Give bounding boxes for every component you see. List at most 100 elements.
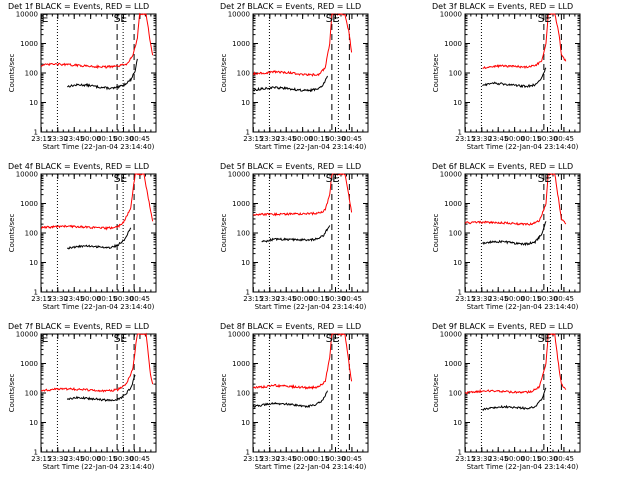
flag-marker-e: E — [120, 332, 127, 345]
y-tick-label: 10000 — [228, 11, 250, 19]
y-tick-label: 10000 — [440, 171, 462, 179]
detector-panel-1: Det 1f BLACK = Events, RED = LLD 1 10 100 10… — [8, 2, 157, 151]
flag-marker-e: E — [332, 332, 339, 345]
flag-marker-e: E — [42, 12, 49, 25]
y-tick-label: 1 — [246, 129, 250, 137]
y-tick-label: 10000 — [16, 171, 38, 179]
y-tick-label: 10000 — [440, 331, 462, 339]
y-tick-label: 10000 — [16, 331, 38, 339]
x-tick-label: 00:00 — [81, 455, 101, 463]
x-tick-label: 23:45 — [64, 135, 84, 143]
x-tick-label: 23:30 — [48, 135, 68, 143]
y-tick-label: 1 — [246, 449, 250, 457]
y-tick-label: 1000 — [444, 200, 462, 208]
x-tick-label: 23:15 — [243, 135, 263, 143]
x-tick-label: 00:00 — [81, 135, 101, 143]
x-axis-label: Start Time (22-Jan-04 23:14:40) — [43, 463, 155, 471]
x-tick-label: 00:45 — [342, 455, 362, 463]
detector-panel-6: Det 6f BLACK = Events, RED = LLD 1 10 100 10… — [432, 162, 581, 311]
x-tick-label: 23:45 — [488, 135, 508, 143]
events-series-line — [261, 225, 331, 243]
flag-marker-s: S — [114, 172, 121, 185]
x-tick-label: 23:15 — [455, 135, 475, 143]
events-series-line — [66, 227, 132, 250]
x-tick-label: 00:00 — [505, 295, 525, 303]
flag-marker-e: E — [120, 12, 127, 25]
y-tick-label: 10 — [241, 259, 250, 267]
y-tick-label: 100 — [25, 390, 38, 398]
x-tick-label: 00:15 — [309, 455, 329, 463]
x-axis-label: Start Time (22-Jan-04 23:14:40) — [467, 143, 579, 151]
y-axis-label: Counts/sec — [432, 54, 440, 93]
x-tick-label: 23:15 — [455, 455, 475, 463]
x-tick-label: 00:45 — [554, 295, 574, 303]
x-tick-label: 23:15 — [455, 295, 475, 303]
y-tick-label: 100 — [237, 70, 250, 78]
panel-title: Det 2f BLACK = Events, RED = LLD — [220, 2, 361, 11]
x-tick-label: 23:45 — [488, 455, 508, 463]
y-tick-label: 10000 — [440, 11, 462, 19]
x-axis-label: Start Time (22-Jan-04 23:14:40) — [43, 303, 155, 311]
x-tick-label: 00:30 — [537, 295, 557, 303]
x-tick-label: 23:30 — [260, 455, 280, 463]
x-tick-label: 00:45 — [130, 295, 150, 303]
lld-series-line — [465, 173, 567, 226]
flag-marker-s: S — [326, 332, 333, 345]
y-tick-label: 10 — [453, 419, 462, 427]
flag-marker-e: E — [120, 172, 127, 185]
x-tick-label: 00:15 — [97, 295, 117, 303]
plot-frame — [252, 333, 369, 453]
x-tick-label: 00:00 — [293, 455, 313, 463]
y-axis-label: Counts/sec — [220, 214, 228, 253]
x-tick-label: 23:15 — [31, 295, 51, 303]
x-axis-label: Start Time (22-Jan-04 23:14:40) — [43, 143, 155, 151]
x-tick-label: 00:00 — [293, 295, 313, 303]
x-tick-label: 23:15 — [31, 135, 51, 143]
y-tick-label: 100 — [449, 70, 462, 78]
x-tick-label: 00:00 — [505, 135, 525, 143]
x-tick-label: 00:30 — [537, 455, 557, 463]
y-tick-label: 10 — [29, 99, 38, 107]
events-series-line — [66, 374, 136, 402]
lld-series-line — [464, 333, 567, 395]
x-tick-label: 23:30 — [48, 455, 68, 463]
lld-series-line — [40, 173, 154, 231]
y-tick-label: 10 — [241, 99, 250, 107]
x-tick-label: 00:30 — [325, 455, 345, 463]
x-tick-label: 23:30 — [260, 135, 280, 143]
x-axis-label: Start Time (22-Jan-04 23:14:40) — [255, 463, 367, 471]
flag-marker-s: S — [538, 172, 545, 185]
x-axis-label: Start Time (22-Jan-04 23:14:40) — [255, 303, 367, 311]
plot-frame — [40, 13, 157, 133]
x-tick-label: 00:45 — [130, 135, 150, 143]
x-tick-label: 23:45 — [488, 295, 508, 303]
x-axis-label: Start Time (22-Jan-04 23:14:40) — [255, 143, 367, 151]
events-series-line — [66, 58, 138, 91]
lld-series-line — [482, 13, 567, 70]
flag-marker-e: E — [332, 12, 339, 25]
panel-title: Det 8f BLACK = Events, RED = LLD — [220, 322, 361, 331]
y-axis-label: Counts/sec — [220, 54, 228, 93]
flag-marker-e: E — [544, 172, 551, 185]
x-tick-label: 00:15 — [309, 135, 329, 143]
events-series-line — [482, 221, 547, 247]
lld-series-line — [252, 13, 353, 77]
y-tick-label: 100 — [25, 230, 38, 238]
x-tick-label: 00:30 — [113, 295, 133, 303]
panel-title: Det 7f BLACK = Events, RED = LLD — [8, 322, 149, 331]
detector-panel-5: Det 5f BLACK = Events, RED = LLD 1 10 100 10… — [220, 162, 369, 311]
detector-panel-7: Det 7f BLACK = Events, RED = LLD 1 10 100 10… — [8, 322, 157, 471]
flag-marker-s: S — [114, 332, 121, 345]
events-series-line — [482, 387, 547, 412]
x-tick-label: 00:45 — [342, 295, 362, 303]
y-tick-label: 1 — [458, 129, 462, 137]
x-tick-label: 23:15 — [31, 455, 51, 463]
y-tick-label: 10000 — [228, 331, 250, 339]
lld-series-line — [40, 12, 154, 70]
panel-title: Det 9f BLACK = Events, RED = LLD — [432, 322, 573, 331]
x-tick-label: 00:45 — [554, 455, 574, 463]
x-tick-label: 00:15 — [521, 455, 541, 463]
x-tick-label: 00:30 — [113, 455, 133, 463]
y-tick-label: 1000 — [20, 360, 38, 368]
